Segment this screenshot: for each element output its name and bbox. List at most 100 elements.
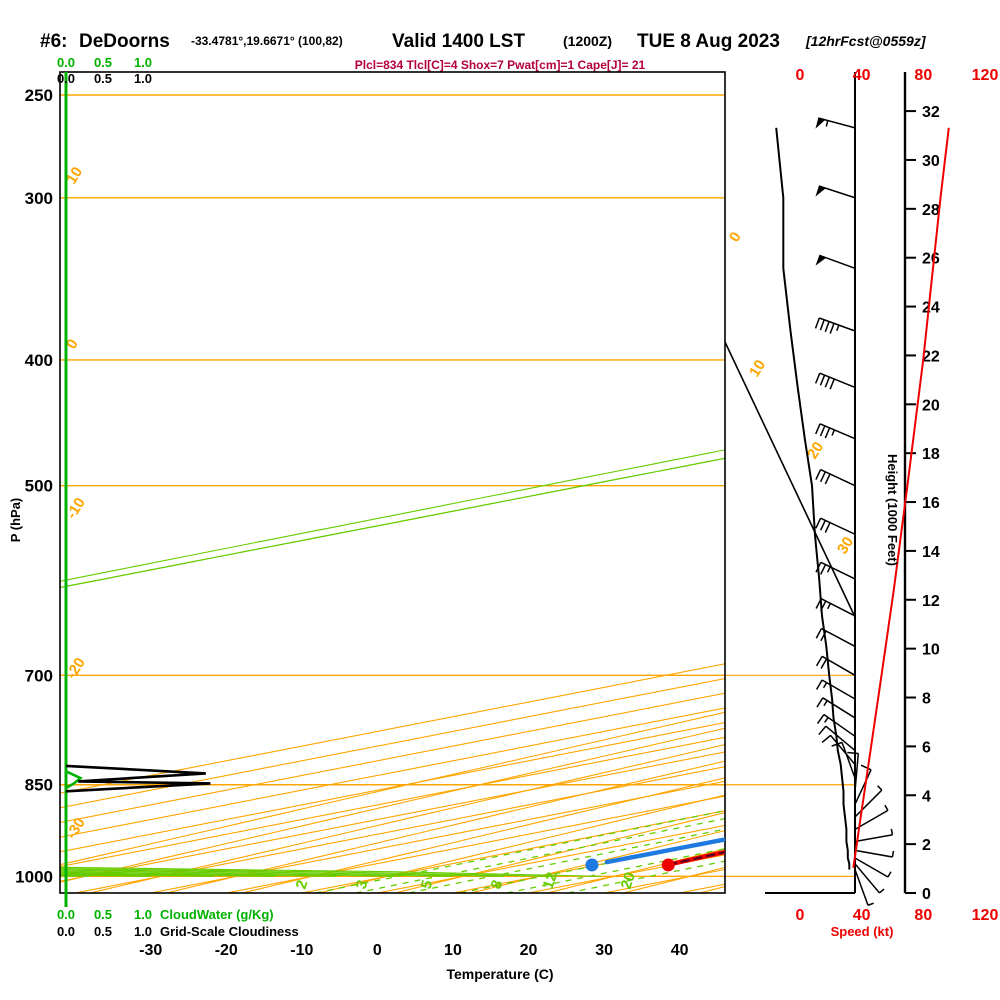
- wind-barb: [816, 697, 856, 719]
- wind-barb: [854, 857, 892, 878]
- wind-barb: [854, 764, 872, 805]
- wind-speed-envelope: [775, 127, 851, 870]
- wind-barb: [815, 423, 856, 440]
- valid-time: Valid 1400 LST: [392, 31, 525, 52]
- wind-barb: [814, 372, 856, 390]
- temperature-tick-40: 40: [671, 942, 689, 959]
- adiabat-label-left-0: 10: [63, 164, 86, 187]
- cloudiness-bottom-tick-1: 0.5: [94, 924, 112, 939]
- cloudwater-top-tick-2: 1.0: [134, 55, 152, 70]
- wind-barb-panel: [724, 72, 895, 906]
- cloudwater-bottom-tick-0: 0.0: [57, 907, 75, 922]
- wind-barb: [847, 751, 860, 792]
- wind-barb: [814, 317, 856, 334]
- pressure-tick-850: 850: [25, 776, 53, 795]
- mixing-ratio-label-12: 12: [540, 870, 561, 891]
- cloudwater-profile-line: [65, 770, 83, 790]
- height-speed-panel: 0246810121416182022242628303200404080801…: [796, 67, 999, 924]
- temperature-tick-0: 0: [373, 942, 382, 959]
- surface-dewpoint-dot: [585, 858, 599, 872]
- height-tick-6: 6: [922, 739, 931, 756]
- wind-barb: [854, 785, 883, 818]
- speed-axis-title: Speed (kt): [831, 924, 894, 939]
- cloudiness-bottom-tick-2: 1.0: [134, 924, 152, 939]
- adiabat-label-right-3: 30: [834, 534, 857, 557]
- pressure-tick-300: 300: [25, 189, 53, 208]
- temperature-tick--20: -20: [215, 942, 238, 959]
- height-tick-32: 32: [922, 104, 940, 121]
- pressure-tick-500: 500: [25, 477, 53, 496]
- cloudiness-top-tick-2: 1.0: [134, 71, 152, 86]
- height-tick-20: 20: [922, 397, 940, 414]
- pressure-axis-title: P (hPa): [8, 498, 23, 543]
- pressure-tick-700: 700: [25, 666, 53, 685]
- height-tick-22: 22: [922, 348, 940, 365]
- profile-parcel: [665, 851, 725, 867]
- cloudwater-bottom-tick-2: 1.0: [134, 907, 152, 922]
- wind-barb: [854, 863, 885, 894]
- wind-barb: [818, 725, 856, 752]
- axis-titles: P (hPa) Temperature (C) Height (1000 Fee…: [8, 454, 900, 982]
- cloudiness-bottom-tick-0: 0.0: [57, 924, 75, 939]
- height-tick-16: 16: [922, 495, 940, 512]
- station-name: DeDoorns: [79, 31, 170, 52]
- cloudwater-axis-title: CloudWater (g/Kg): [160, 907, 274, 922]
- speed-tick-top-40: 40: [853, 67, 871, 84]
- header: #6: DeDoorns -33.4781°,19.6671° (100,82)…: [40, 31, 927, 72]
- height-tick-24: 24: [922, 300, 940, 317]
- adiabat-label-right-1: 10: [746, 357, 769, 380]
- surface-temperature-dot: [661, 858, 675, 872]
- wind-barb: [815, 185, 856, 199]
- wind-barb: [821, 734, 856, 765]
- speed-tick-top-0: 0: [796, 67, 805, 84]
- adiabat-label-right-2: 20: [804, 439, 827, 462]
- height-profile-line: [852, 127, 950, 868]
- wind-barb: [815, 679, 856, 700]
- height-tick-30: 30: [922, 153, 940, 170]
- speed-tick-bottom-80: 80: [914, 907, 932, 924]
- valid-time-utc: (1200Z): [563, 33, 612, 49]
- temperature-axis-title: Temperature (C): [446, 966, 553, 982]
- height-tick-12: 12: [922, 593, 940, 610]
- height-tick-8: 8: [922, 691, 931, 708]
- pressure-tick-250: 250: [25, 86, 53, 105]
- pressure-tick-400: 400: [25, 351, 53, 370]
- station-id: #6:: [40, 31, 67, 52]
- temperature-tick-20: 20: [520, 942, 538, 959]
- cloudiness-top-tick-1: 0.5: [94, 71, 112, 86]
- valid-date: TUE 8 Aug 2023: [637, 31, 780, 52]
- height-tick-14: 14: [922, 544, 940, 561]
- height-tick-18: 18: [922, 446, 940, 463]
- height-tick-28: 28: [922, 202, 940, 219]
- cloudiness-top-tick-0: 0.0: [57, 71, 75, 86]
- forecast-label: [12hrFcst@0559z]: [805, 33, 927, 49]
- temperature-tick-30: 30: [595, 942, 613, 959]
- skewt-profile-traces: [585, 837, 725, 872]
- wind-barb: [854, 804, 889, 830]
- cloud-profile-panel: 0.0 0.5 1.0 0.0 0.5 1.0 0.0 0.5 1.0 0.0 0.5 1.0: [57, 55, 211, 939]
- height-axis-title: Height (1000 Feet): [885, 454, 900, 566]
- speed-tick-bottom-120: 120: [972, 907, 999, 924]
- mixing-ratio-label-20: 20: [618, 870, 639, 891]
- temperature-tick--30: -30: [139, 942, 162, 959]
- height-tick-0: 0: [922, 886, 931, 903]
- height-tick-26: 26: [922, 251, 940, 268]
- speed-tick-top-80: 80: [914, 67, 932, 84]
- cloudiness-axis-title: Grid-Scale Cloudiness: [160, 924, 299, 939]
- height-tick-2: 2: [922, 837, 931, 854]
- wind-barb: [815, 117, 856, 129]
- wind-barb: [854, 849, 895, 858]
- pressure-tick-1000: 1000: [15, 867, 53, 886]
- cloudwater-top-tick-0: 0.0: [57, 55, 75, 70]
- cloudiness-profile-line: [65, 764, 211, 793]
- cloudwater-bottom-tick-1: 0.5: [94, 907, 112, 922]
- speed-tick-bottom-40: 40: [853, 907, 871, 924]
- speed-tick-top-120: 120: [972, 67, 999, 84]
- temperature-tick-10: 10: [444, 942, 462, 959]
- wind-barb: [815, 468, 856, 487]
- speed-tick-bottom-0: 0: [796, 907, 805, 924]
- wind-barb: [816, 713, 856, 737]
- height-tick-10: 10: [922, 642, 940, 659]
